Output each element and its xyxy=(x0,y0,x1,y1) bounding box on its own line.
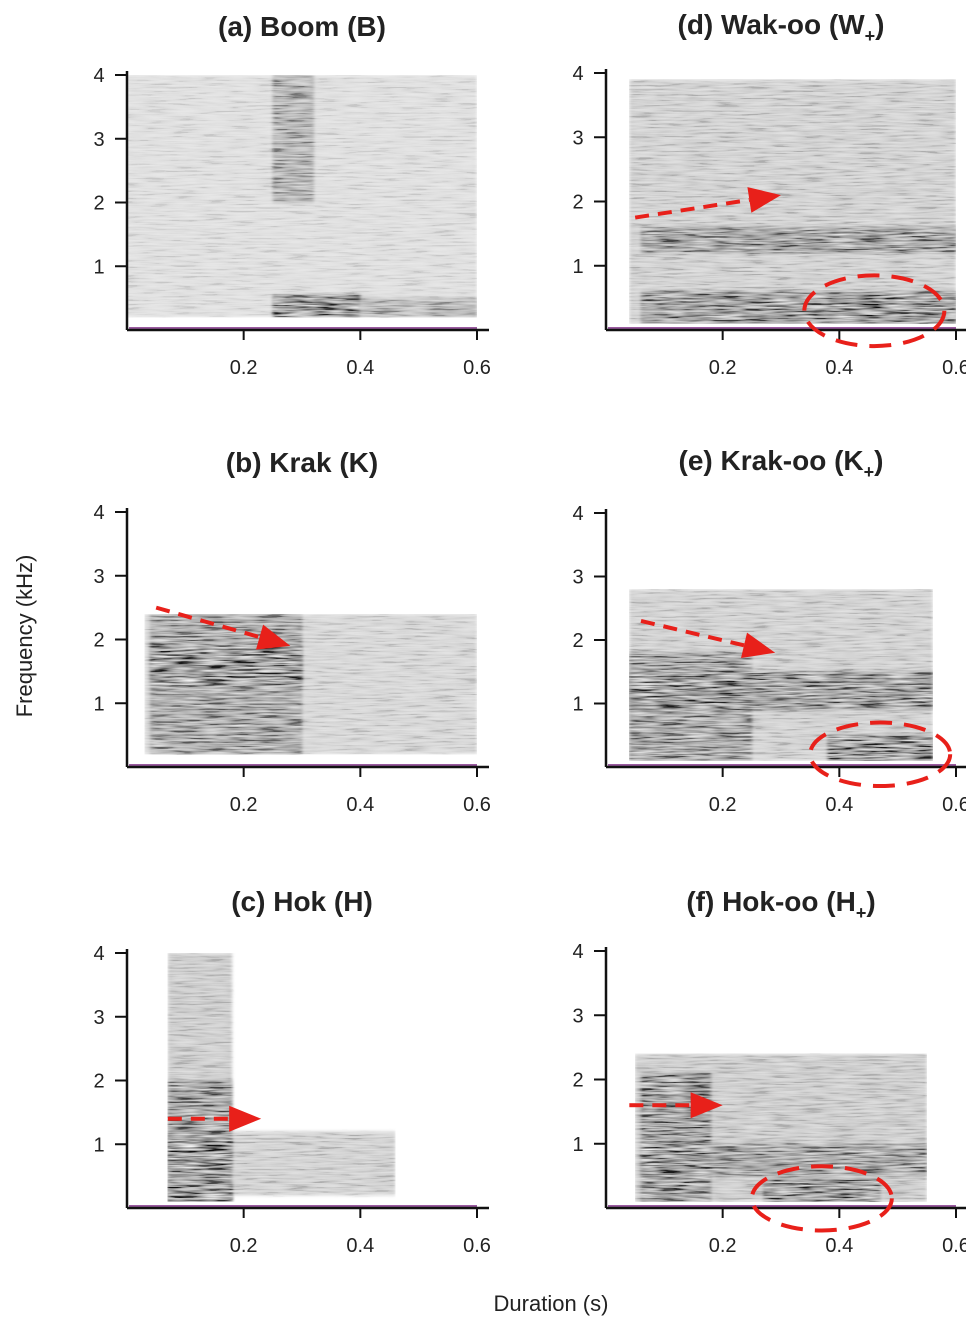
y-tick-label: 3 xyxy=(572,127,583,149)
panel-title: (c) Hok (H) xyxy=(231,886,373,917)
x-tick-label: 0.4 xyxy=(346,794,374,816)
energy-band xyxy=(641,1073,711,1202)
y-tick-label: 2 xyxy=(93,193,104,215)
arrow-head xyxy=(690,1092,723,1119)
x-tick-label: 0.4 xyxy=(346,357,374,379)
y-tick-label: 2 xyxy=(93,630,104,652)
x-tick-label: 0.4 xyxy=(825,357,853,379)
energy-band xyxy=(167,1182,232,1202)
y-tick-label: 4 xyxy=(93,502,104,524)
trend-arrow xyxy=(155,605,261,640)
x-tick-label: 0.2 xyxy=(230,357,258,379)
spectrogram-energy xyxy=(144,614,477,755)
x-tick-label: 0.6 xyxy=(463,357,491,379)
energy-band xyxy=(150,645,302,685)
y-tick-label: 3 xyxy=(93,1007,104,1029)
x-tick-label: 0.2 xyxy=(709,357,737,379)
panel-title: (a) Boom (B) xyxy=(218,11,386,42)
energy-band xyxy=(272,294,361,318)
highlight-ellipse xyxy=(802,273,947,349)
y-tick-label: 1 xyxy=(572,1134,583,1156)
energy-band xyxy=(360,298,477,318)
spectrogram-energy xyxy=(629,79,956,324)
y-tick-label: 4 xyxy=(93,943,104,965)
spectrogram-energy xyxy=(127,75,477,318)
arrow-head xyxy=(741,632,776,658)
spectrogram-energy xyxy=(635,1053,927,1202)
spectrogram-energy xyxy=(629,589,933,761)
highlight-ellipse xyxy=(808,720,953,789)
y-tick-label: 1 xyxy=(93,693,104,715)
x-tick-label: 0.6 xyxy=(942,357,966,379)
spectrogram-panel: (f) Hok-oo (H+) 1 2 3 4 0.2 0.4 0.6 xyxy=(572,886,966,1257)
y-tick-label: 4 xyxy=(572,63,583,85)
arrow-head xyxy=(255,624,291,650)
energy-band xyxy=(629,79,956,324)
y-tick-label: 3 xyxy=(93,129,104,151)
y-tick-label: 3 xyxy=(572,1005,583,1027)
panel-title: (e) Krak-oo (K+) xyxy=(679,445,884,482)
x-tick-label: 0.6 xyxy=(942,1235,966,1257)
y-tick-label: 1 xyxy=(93,1134,104,1156)
energy-band xyxy=(827,735,933,761)
panel-title: (f) Hok-oo (H+) xyxy=(686,886,875,923)
panel-title: (d) Wak-oo (W+) xyxy=(678,9,885,46)
x-tick-label: 0.2 xyxy=(230,794,258,816)
y-tick-label: 1 xyxy=(572,256,583,278)
x-tick-label: 0.6 xyxy=(942,794,966,816)
arrow-head xyxy=(747,187,781,213)
x-axis-label: Duration (s) xyxy=(494,1291,609,1316)
trend-arrow xyxy=(640,619,745,648)
x-tick-label: 0.4 xyxy=(346,1235,374,1257)
energy-band xyxy=(629,671,933,710)
x-tick-label: 0.2 xyxy=(709,1235,737,1257)
x-tick-label: 0.6 xyxy=(463,1235,491,1257)
spectrogram-panel: (c) Hok (H) 1 2 3 4 0.2 0.4 0.6 xyxy=(93,886,490,1257)
spectrogram-panel: (e) Krak-oo (K+) 1 2 3 4 0.2 0.4 0.6 xyxy=(572,445,966,816)
x-tick-label: 0.2 xyxy=(709,794,737,816)
highlight-ellipse xyxy=(749,1164,894,1233)
y-tick-label: 2 xyxy=(572,630,583,652)
energy-band xyxy=(641,227,956,253)
spectrogram-energy xyxy=(167,953,396,1202)
y-axis-label: Frequency (kHz) xyxy=(12,555,37,718)
spectrogram-panel: (d) Wak-oo (W+) 1 2 3 4 0.2 0.4 0.6 xyxy=(572,9,966,379)
arrow-head xyxy=(229,1105,262,1132)
energy-band xyxy=(167,1137,232,1170)
panel-title: (b) Krak (K) xyxy=(226,447,378,478)
x-tick-label: 0.4 xyxy=(825,1235,853,1257)
spectrogram-panel: (b) Krak (K) 1 2 3 4 0.2 0.4 0.6 xyxy=(93,447,490,816)
spectrogram-panel: (a) Boom (B) 1 2 3 4 0.2 0.4 0.6 xyxy=(93,11,490,379)
x-tick-label: 0.2 xyxy=(230,1235,258,1257)
energy-band xyxy=(232,1131,396,1196)
energy-band xyxy=(763,1179,881,1202)
y-tick-label: 4 xyxy=(93,65,104,87)
y-tick-label: 2 xyxy=(93,1071,104,1093)
y-tick-label: 2 xyxy=(572,1070,583,1092)
trend-arrow xyxy=(634,197,750,220)
y-tick-label: 1 xyxy=(572,694,583,716)
x-tick-label: 0.6 xyxy=(463,794,491,816)
y-tick-label: 1 xyxy=(93,256,104,278)
x-tick-label: 0.4 xyxy=(825,794,853,816)
y-tick-label: 4 xyxy=(572,941,583,963)
energy-band xyxy=(272,75,314,203)
y-tick-label: 4 xyxy=(572,503,583,525)
y-tick-label: 2 xyxy=(572,192,583,214)
energy-band xyxy=(827,297,910,318)
y-tick-label: 3 xyxy=(572,567,583,589)
y-tick-label: 3 xyxy=(93,566,104,588)
